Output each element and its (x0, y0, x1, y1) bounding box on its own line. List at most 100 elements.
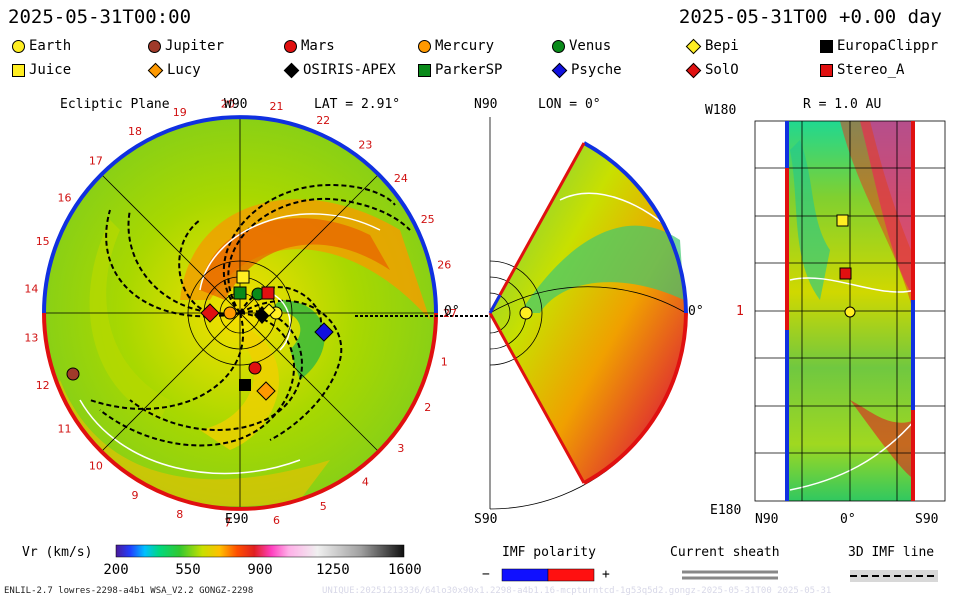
radial-n90-label: N90 (755, 512, 779, 527)
legend-label: SolO (705, 62, 739, 78)
legend-item-parkersp: ParkerSP (418, 62, 502, 78)
colorbar (115, 544, 405, 558)
legend-item-osiris-apex: OSIRIS-APEX (283, 62, 396, 78)
sector-number: 23 (358, 139, 372, 152)
outer-boundary-north (42, 115, 438, 314)
radial-s90-label: S90 (915, 512, 939, 527)
sector-number: 12 (36, 379, 50, 392)
imf-plus: + (602, 567, 610, 582)
lucy-marker (256, 381, 276, 401)
legend-label: Juice (29, 62, 72, 78)
radial-juice-marker (836, 214, 849, 227)
sector-number: 6 (273, 514, 280, 527)
sector-number: 21 (270, 100, 284, 113)
imf-negative-swatch (501, 568, 549, 582)
legend-item-venus: Venus (552, 38, 611, 54)
legend-label: Venus (569, 38, 612, 54)
legend-label: OSIRIS-APEX (303, 62, 396, 78)
sheath-swatch (682, 570, 778, 580)
legend-label: Jupiter (165, 38, 225, 54)
sector-number: 22 (316, 114, 330, 127)
sector-number: 8 (176, 508, 183, 521)
sector-number: 10 (89, 460, 103, 473)
sector-number: 5 (320, 500, 327, 513)
sector-number: 19 (173, 106, 187, 119)
legend-label: Mercury (435, 38, 495, 54)
legend-label: Psyche (571, 62, 622, 78)
colorbar-tick: 900 (247, 562, 273, 578)
sector-number: 18 (128, 125, 142, 138)
radial-panel (754, 120, 946, 502)
legend-item-juice: Juice (12, 62, 71, 78)
imf3d-swatch (850, 570, 938, 582)
mars-marker (248, 361, 262, 375)
legend-item-mercury: Mercury (418, 38, 494, 54)
footer-model: ENLIL-2.7 lowres-2298-a4b1 WSA_V2.2 GONG… (4, 586, 254, 596)
sector-number: 4 (362, 475, 369, 488)
ecliptic-objects (66, 270, 334, 401)
square-icon (820, 39, 833, 53)
bepi-marker (262, 303, 276, 317)
legend-item-solo: SolO (685, 62, 739, 78)
legend-item-lucy: Lucy (147, 62, 201, 78)
meridional-panel (488, 117, 688, 510)
colorbar-tick: 200 (103, 562, 129, 578)
sector-number: 24 (394, 172, 408, 185)
legend-label: Earth (29, 38, 72, 54)
meridional-zero-label: 0° (688, 304, 704, 319)
lat-label: LAT = 2.91° (314, 97, 401, 112)
sector-number: 2 (424, 401, 431, 414)
ecliptic-title: Ecliptic Plane (60, 97, 170, 112)
radial-earth-marker (844, 306, 856, 318)
square-icon (418, 63, 431, 77)
imf-minus: − (482, 567, 490, 582)
juice-marker (236, 270, 250, 284)
circle-icon (418, 39, 431, 53)
sector-number: 1 (441, 355, 448, 368)
outer-boundary-south (42, 312, 438, 511)
r-label: R = 1.0 AU (803, 97, 882, 112)
europaclippr-marker (239, 379, 251, 391)
jupiter-marker (66, 367, 80, 381)
sector-number: 7 (224, 517, 231, 530)
colorbar-label: Vr (km/s) (22, 545, 93, 560)
sector-number: 27 (443, 307, 457, 320)
colorbar-tick: 1250 (316, 562, 350, 578)
sector-number: 13 (24, 331, 38, 344)
legend-item-mars: Mars (284, 38, 335, 54)
ecliptic-panel (42, 115, 490, 511)
w90-label: W90 (224, 97, 248, 112)
sector-number: 11 (58, 422, 72, 435)
parkersp-marker (233, 286, 247, 300)
e180-label: E180 (710, 503, 742, 518)
sector-number: 26 (437, 259, 451, 272)
circle-icon (284, 39, 297, 53)
legend-item-jupiter: Jupiter (148, 38, 224, 54)
legend-label: ParkerSP (435, 62, 503, 78)
imf-title: IMF polarity (502, 545, 596, 560)
colorbar-tick: 550 (175, 562, 201, 578)
colorbar-tick: 1600 (388, 562, 422, 578)
radial-zero-label: 0° (840, 512, 856, 527)
legend-label: Bepi (705, 38, 739, 54)
w180-label: W180 (705, 103, 737, 118)
lon-label: LON = 0° (538, 97, 601, 112)
radial-one-label: 1 (736, 304, 744, 319)
timestamp: 2025-05-31T00:00 (8, 6, 192, 28)
legend-item-bepi: Bepi (685, 38, 739, 54)
sector-number: 9 (132, 489, 139, 502)
circle-icon (552, 39, 565, 53)
legend-label: EuropaClippr (837, 38, 939, 54)
sector-number: 3 (397, 442, 404, 455)
legend-label: Stereo_A (837, 62, 905, 78)
radial-stereo-a-marker (839, 267, 852, 280)
e90-label: E90 (225, 512, 249, 527)
sector-number: 16 (58, 192, 72, 205)
mercury-marker (223, 306, 237, 320)
psyche-marker (314, 322, 334, 342)
sector-number: 17 (89, 154, 103, 167)
meridional-earth-marker (519, 306, 533, 320)
legend-item-psyche: Psyche (551, 62, 622, 78)
